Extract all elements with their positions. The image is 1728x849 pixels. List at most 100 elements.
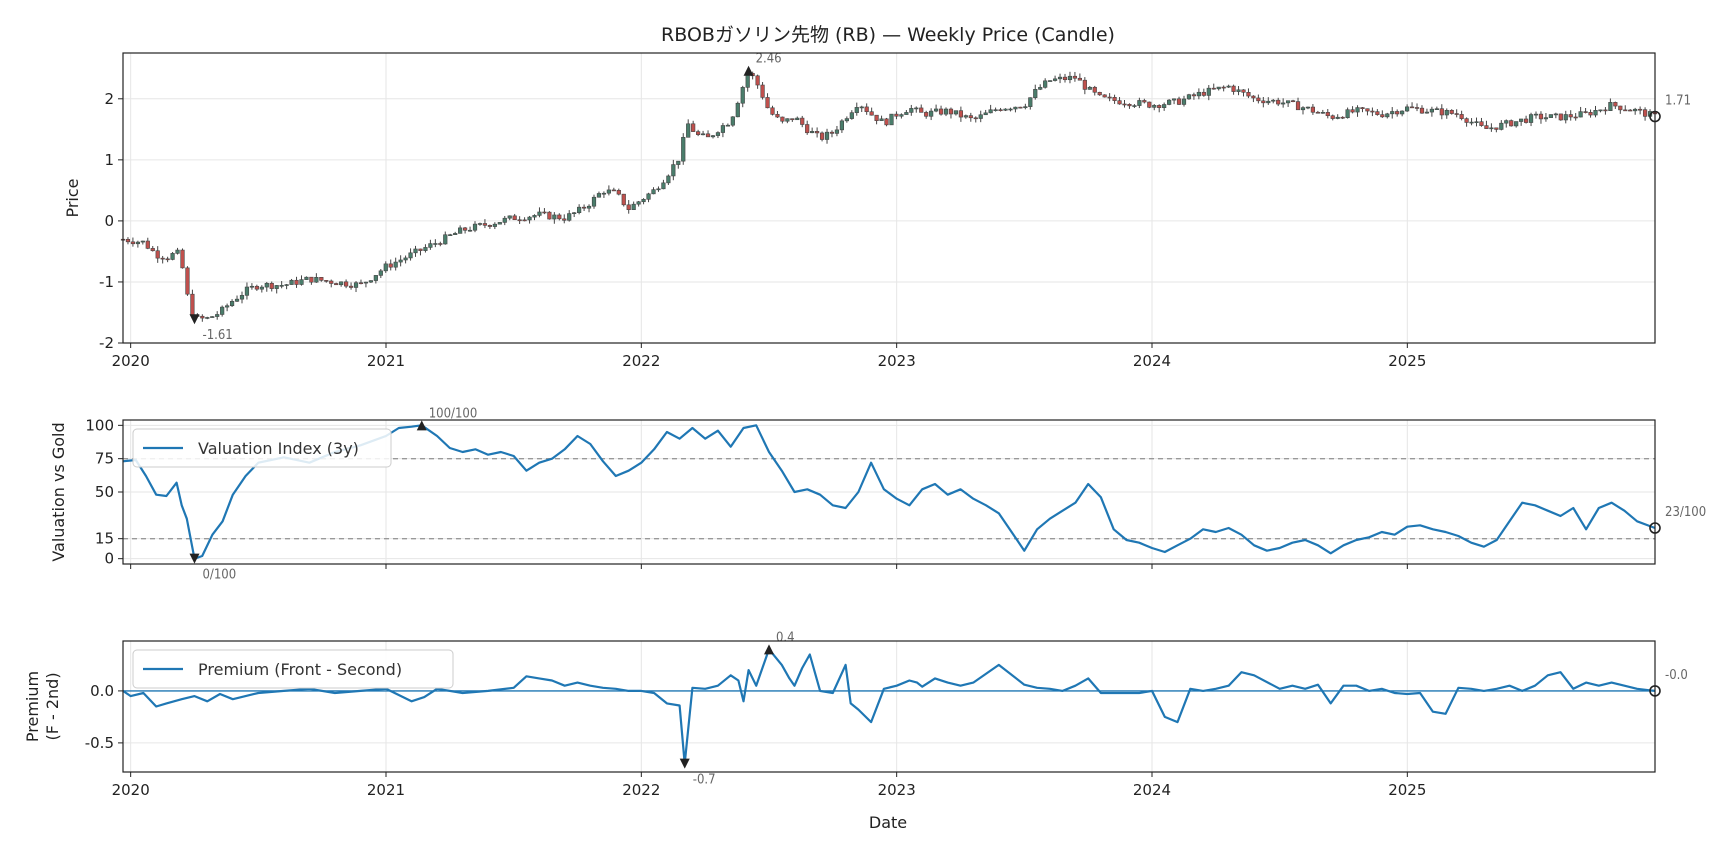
x-tick-label: 2021 xyxy=(367,781,405,799)
candle-body xyxy=(567,213,572,221)
candle-body xyxy=(1494,127,1499,130)
candle-body xyxy=(611,189,616,192)
candle-body xyxy=(428,243,433,248)
candle-body xyxy=(353,282,359,288)
y-tick-label: 75 xyxy=(95,450,114,468)
candle-body xyxy=(1216,86,1221,90)
candle-body xyxy=(1256,97,1261,102)
candle-body xyxy=(621,193,626,206)
candle-body xyxy=(1082,79,1087,90)
candle-body xyxy=(269,282,274,289)
candle-body xyxy=(1583,111,1588,113)
candle-body xyxy=(596,193,602,198)
candle-body xyxy=(1514,121,1519,127)
candle-body xyxy=(348,285,354,288)
candle-body xyxy=(1033,89,1038,98)
candle-body xyxy=(1008,108,1013,111)
candle-body xyxy=(557,214,562,220)
panel-price: 2.46 -1.61 1.71 -2 -1 0 1 2 2020 2021 2022 2023 2024… xyxy=(63,52,1691,370)
candle-body xyxy=(715,132,721,136)
candle-body xyxy=(423,247,428,251)
legend-label: Valuation Index (3y) xyxy=(198,439,359,458)
candle-body xyxy=(666,175,671,184)
candle-body xyxy=(973,117,978,120)
y-axis-label: Valuation vs Gold xyxy=(49,422,68,561)
candle-body xyxy=(239,295,245,300)
panel-valuation: 100/100 0/100 23/100 0 15 50 75 100 Valuation vs… xyxy=(49,406,1706,582)
candle-body xyxy=(1107,96,1112,99)
candle-body xyxy=(289,279,294,285)
legend: Premium (Front - Second) xyxy=(132,649,454,689)
candle-body xyxy=(710,135,716,138)
candle-body xyxy=(775,114,780,118)
min-label: 0/100 xyxy=(202,568,236,583)
candle-body xyxy=(1281,102,1286,105)
candle-body xyxy=(1533,113,1539,116)
legend-box xyxy=(132,428,392,468)
candle-body xyxy=(1305,106,1311,109)
candle-body xyxy=(725,124,730,127)
candle-body xyxy=(1340,116,1345,119)
x-tick-label: 2022 xyxy=(622,352,660,370)
candle-body xyxy=(869,111,874,116)
candle-body xyxy=(1623,109,1628,112)
candle-body xyxy=(497,222,502,225)
candle-body xyxy=(790,118,795,121)
candle-body xyxy=(1122,103,1127,106)
last-label: 1.71 xyxy=(1665,93,1691,108)
candle-body xyxy=(462,227,468,231)
candle-body xyxy=(577,206,582,213)
candle-body xyxy=(1419,107,1425,114)
candle-body xyxy=(522,219,527,222)
candle-body xyxy=(1454,113,1459,115)
candle-body xyxy=(220,306,225,315)
candle-body xyxy=(165,258,170,261)
min-marker xyxy=(679,758,690,769)
candle-body xyxy=(815,131,820,134)
y-axis-label-2: (F - 2nd) xyxy=(43,672,62,740)
candle-body xyxy=(448,234,453,236)
y-axis-label: Premium xyxy=(23,671,42,742)
candle-body xyxy=(636,201,641,205)
y-tick-label: -1 xyxy=(99,273,114,291)
candle-body xyxy=(492,223,497,227)
max-marker xyxy=(763,644,774,655)
candle-body xyxy=(1132,105,1137,107)
candle-body xyxy=(1038,87,1043,90)
candle-body xyxy=(1315,111,1320,114)
candle-body xyxy=(329,280,334,284)
candle-body xyxy=(225,305,230,308)
min-marker xyxy=(189,553,200,564)
candle-body xyxy=(314,277,319,283)
candle-body xyxy=(1598,109,1603,112)
x-tick-label: 2023 xyxy=(878,352,916,370)
candle-body xyxy=(1117,100,1122,105)
max-label: 0.4 xyxy=(776,630,795,645)
candle-body xyxy=(948,108,954,115)
candle-body xyxy=(1295,101,1301,111)
candle-body xyxy=(1236,89,1241,92)
candle-body xyxy=(1414,107,1420,109)
candle-body xyxy=(1310,106,1316,113)
candle-body xyxy=(740,87,745,104)
candle-body xyxy=(413,248,418,254)
candle-body xyxy=(626,204,631,210)
candle-body xyxy=(770,107,775,115)
candle-body xyxy=(368,280,373,283)
candle-body xyxy=(1251,95,1256,99)
candle-body xyxy=(849,112,854,119)
candle-body xyxy=(433,243,438,245)
candle-body xyxy=(943,108,949,115)
candle-body xyxy=(294,279,299,285)
candle-body xyxy=(601,192,607,195)
candle-body xyxy=(1167,99,1172,105)
candle-body xyxy=(1062,76,1068,81)
candle-body xyxy=(339,281,344,286)
last-label: -0.0 xyxy=(1665,668,1688,683)
candle-body xyxy=(1211,87,1216,90)
candle-body xyxy=(393,261,398,268)
legend-label: Premium (Front - Second) xyxy=(198,660,402,679)
candle-body xyxy=(1231,85,1236,92)
candle-body xyxy=(1543,117,1549,120)
candle-body xyxy=(175,249,180,254)
